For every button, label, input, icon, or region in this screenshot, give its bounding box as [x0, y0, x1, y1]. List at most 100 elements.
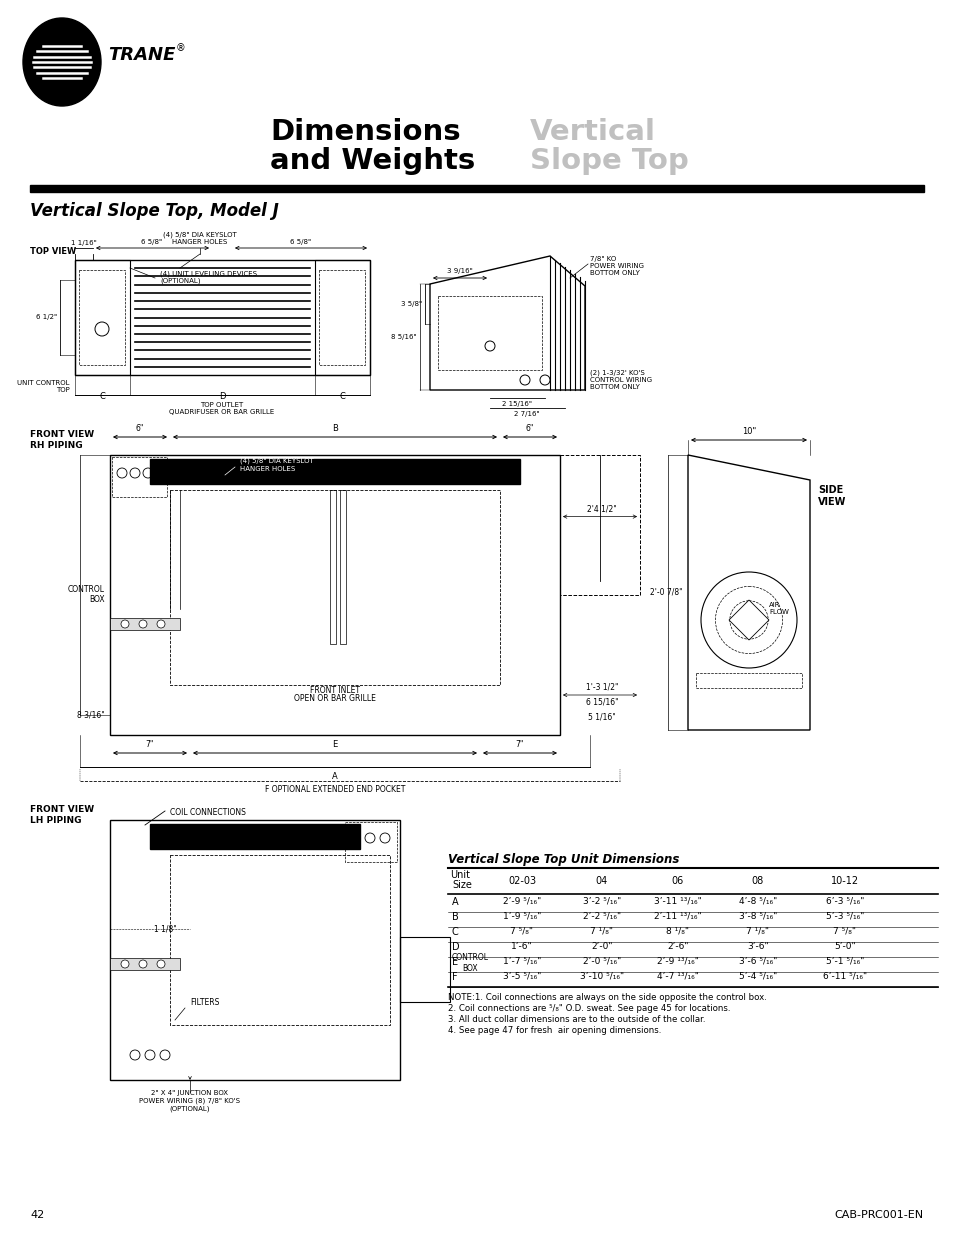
Polygon shape — [728, 600, 768, 640]
Text: Unit: Unit — [450, 869, 470, 881]
Circle shape — [121, 960, 129, 968]
Bar — [437, 296, 541, 370]
Text: (4) 5/8" DIA KEYSLOT: (4) 5/8" DIA KEYSLOT — [240, 458, 314, 464]
Bar — [79, 270, 125, 366]
Text: Size: Size — [452, 881, 472, 890]
Text: 5’-0": 5’-0" — [833, 942, 855, 951]
Text: FLOW: FLOW — [768, 609, 788, 615]
Text: 3’-2 ⁵/₁₆": 3’-2 ⁵/₁₆" — [582, 897, 620, 906]
Text: 5’-1 ⁵/₁₆": 5’-1 ⁵/₁₆" — [825, 957, 863, 966]
Text: HANGER HOLES: HANGER HOLES — [172, 240, 228, 245]
Bar — [330, 490, 335, 643]
Text: POWER WIRING (8) 7/8" KO'S: POWER WIRING (8) 7/8" KO'S — [139, 1098, 240, 1104]
Text: VIEW: VIEW — [817, 496, 845, 508]
Text: (4) UNIT LEVELING DEVICES: (4) UNIT LEVELING DEVICES — [160, 270, 256, 277]
Text: Slope Top: Slope Top — [530, 147, 688, 175]
Text: 06: 06 — [671, 876, 683, 885]
Text: (OPTIONAL): (OPTIONAL) — [160, 277, 200, 284]
Bar — [110, 958, 180, 969]
Text: 7": 7" — [146, 740, 154, 748]
Text: OPEN OR BAR GRILLE: OPEN OR BAR GRILLE — [294, 694, 375, 703]
Bar — [150, 459, 519, 484]
Text: B: B — [452, 911, 458, 923]
Text: 2’-0 ⁵/₁₆": 2’-0 ⁵/₁₆" — [582, 957, 620, 966]
Circle shape — [157, 620, 165, 629]
Text: 7 ⁵/₈": 7 ⁵/₈" — [510, 927, 533, 936]
Text: 3 9/16": 3 9/16" — [447, 268, 473, 274]
Text: 5’-4 ⁵/₁₆": 5’-4 ⁵/₁₆" — [739, 972, 777, 981]
Text: 2 7/16": 2 7/16" — [514, 411, 539, 417]
Polygon shape — [430, 256, 584, 390]
Ellipse shape — [23, 19, 101, 106]
Text: 3’-11 ¹³/₁₆": 3’-11 ¹³/₁₆" — [654, 897, 701, 906]
Text: F: F — [452, 972, 457, 982]
Bar — [75, 261, 370, 375]
Text: FRONT INLET: FRONT INLET — [310, 685, 359, 695]
Text: 4’-7 ¹³/₁₆": 4’-7 ¹³/₁₆" — [657, 972, 699, 981]
Circle shape — [157, 960, 165, 968]
Text: HANGER HOLES: HANGER HOLES — [240, 466, 294, 472]
Bar — [318, 270, 365, 366]
Text: 1’-7 ⁵/₁₆": 1’-7 ⁵/₁₆" — [502, 957, 540, 966]
Text: 2’-9 ¹³/₁₆": 2’-9 ¹³/₁₆" — [657, 957, 699, 966]
Text: Dimensions: Dimensions — [270, 119, 460, 146]
Text: 2’-2 ⁵/₁₆": 2’-2 ⁵/₁₆" — [582, 911, 620, 921]
Text: CAB-PRC001-EN: CAB-PRC001-EN — [834, 1210, 923, 1220]
Text: 3’-6 ⁵/₁₆": 3’-6 ⁵/₁₆" — [738, 957, 777, 966]
Polygon shape — [687, 454, 809, 730]
Bar — [339, 490, 346, 643]
Bar — [110, 820, 399, 1079]
Bar — [696, 673, 801, 688]
Text: FRONT VIEW: FRONT VIEW — [30, 430, 94, 438]
Text: 6 5/8": 6 5/8" — [141, 240, 162, 245]
Text: 2'4 1/2": 2'4 1/2" — [586, 505, 617, 514]
Text: 4. See page 47 for fresh  air opening dimensions.: 4. See page 47 for fresh air opening dim… — [448, 1026, 660, 1035]
Text: TRANE: TRANE — [108, 46, 175, 64]
Text: TOP: TOP — [56, 387, 70, 393]
Text: 7 ¹/₈": 7 ¹/₈" — [590, 927, 613, 936]
Text: AIR: AIR — [768, 601, 780, 608]
Text: POWER WIRING: POWER WIRING — [589, 263, 643, 269]
Text: 2'-0 7/8": 2'-0 7/8" — [650, 588, 682, 597]
Text: 08: 08 — [751, 876, 763, 885]
Bar — [345, 823, 396, 862]
Text: 1 1/16": 1 1/16" — [71, 240, 97, 246]
Text: UNIT CONTROL: UNIT CONTROL — [17, 380, 70, 387]
Text: TOP VIEW: TOP VIEW — [30, 247, 76, 256]
Text: 7/8" KO: 7/8" KO — [589, 256, 616, 262]
Text: COIL CONNECTIONS: COIL CONNECTIONS — [170, 808, 246, 818]
Circle shape — [121, 620, 129, 629]
Bar — [110, 618, 180, 630]
Text: (4) 5/8" DIA KEYSLOT: (4) 5/8" DIA KEYSLOT — [163, 231, 236, 238]
Text: Vertical Slope Top, Model J: Vertical Slope Top, Model J — [30, 203, 278, 220]
Text: E: E — [332, 740, 337, 748]
Text: Vertical: Vertical — [530, 119, 656, 146]
Text: 8 5/16": 8 5/16" — [391, 333, 416, 340]
Text: 10": 10" — [741, 427, 756, 436]
Text: 02-03: 02-03 — [507, 876, 536, 885]
Bar — [110, 454, 559, 735]
Text: ®: ® — [175, 43, 186, 53]
Text: 3’-6": 3’-6" — [746, 942, 768, 951]
Text: FILTERS: FILTERS — [190, 998, 219, 1007]
Text: A: A — [452, 897, 458, 906]
Text: BOTTOM ONLY: BOTTOM ONLY — [589, 270, 639, 275]
Text: 2’-9 ⁵/₁₆": 2’-9 ⁵/₁₆" — [502, 897, 540, 906]
Text: 2 15/16": 2 15/16" — [501, 401, 532, 408]
Text: 1 1/8": 1 1/8" — [153, 925, 176, 934]
Text: 3 5/8": 3 5/8" — [400, 301, 421, 308]
Text: E: E — [452, 957, 457, 967]
Text: BOX: BOX — [90, 595, 105, 604]
Text: 4’-8 ⁵/₁₆": 4’-8 ⁵/₁₆" — [739, 897, 777, 906]
Text: 2’-0": 2’-0" — [591, 942, 612, 951]
Bar — [170, 490, 499, 685]
Text: CONTROL: CONTROL — [68, 585, 105, 594]
Text: 10-12: 10-12 — [830, 876, 858, 885]
Text: 5 1/16": 5 1/16" — [587, 713, 616, 722]
Text: 7 ¹/₈": 7 ¹/₈" — [745, 927, 769, 936]
Text: 1’-9 ⁵/₁₆": 1’-9 ⁵/₁₆" — [502, 911, 540, 921]
Text: (OPTIONAL): (OPTIONAL) — [170, 1107, 210, 1113]
Bar — [112, 457, 167, 496]
Text: 7 ⁵/₈": 7 ⁵/₈" — [833, 927, 856, 936]
Text: BOTTOM ONLY: BOTTOM ONLY — [589, 384, 639, 390]
